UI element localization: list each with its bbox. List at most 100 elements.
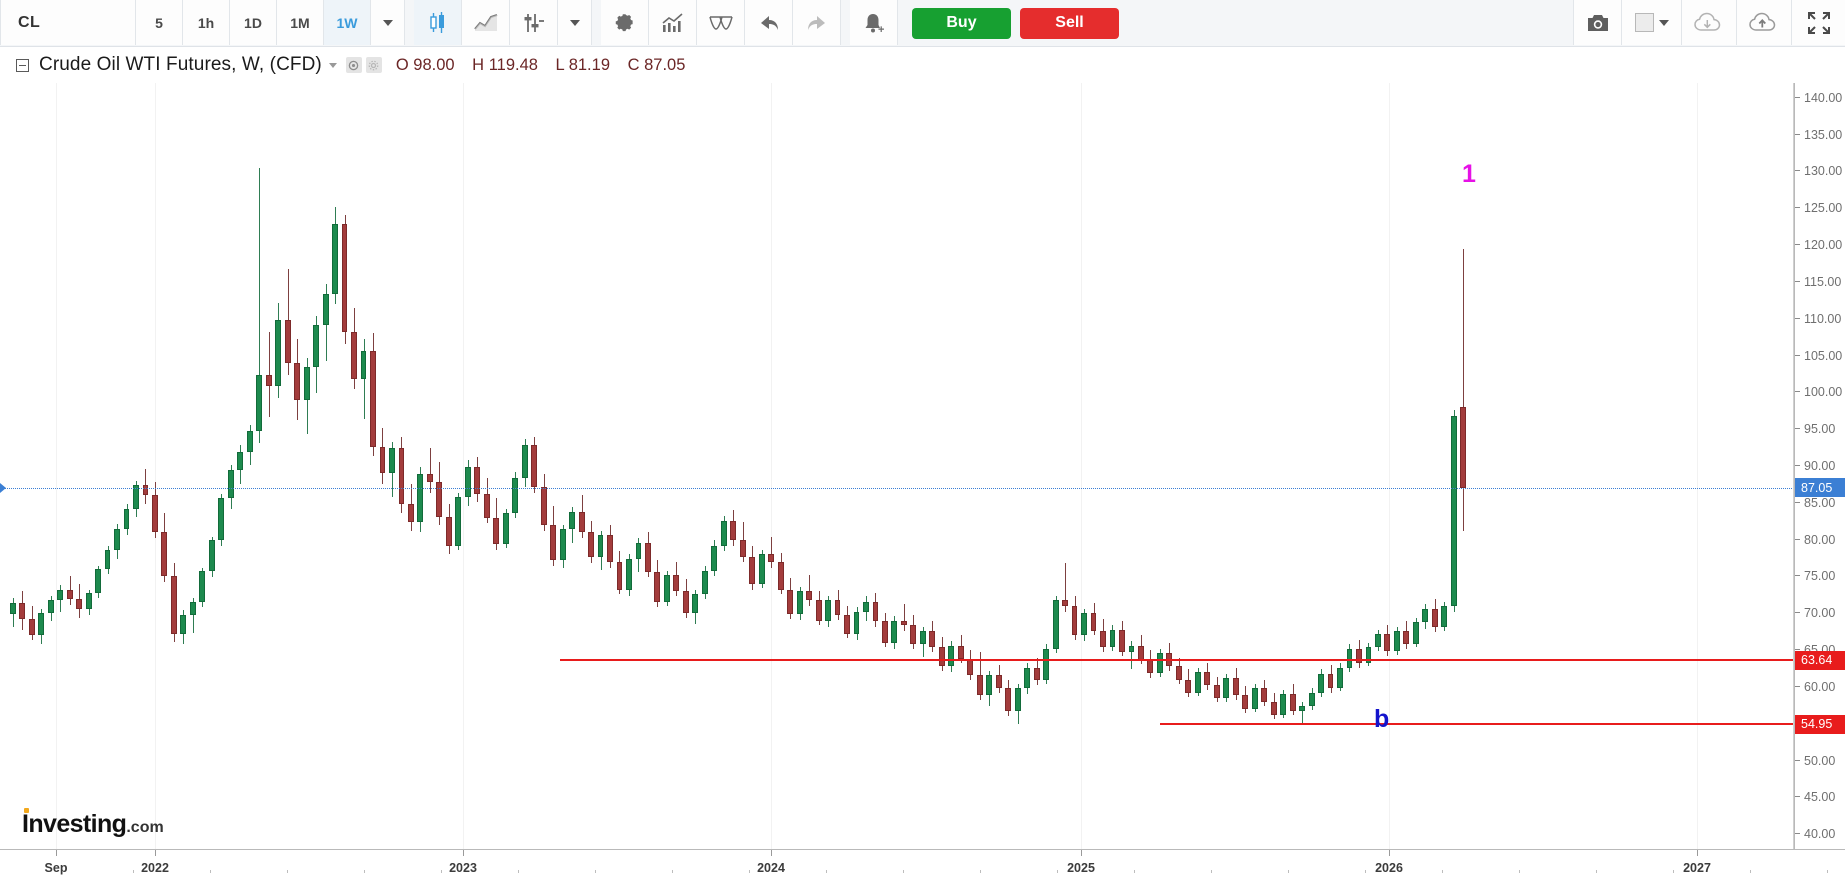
- candle-body: [692, 594, 699, 613]
- candle-body: [1251, 688, 1258, 710]
- support-line[interactable]: [560, 659, 1794, 662]
- wave-annotation-1[interactable]: 1: [1462, 160, 1476, 188]
- candle-wick: [809, 575, 810, 606]
- candle-body: [407, 503, 414, 522]
- price-tick-label: 125.00: [1795, 202, 1842, 214]
- candle-body: [275, 320, 282, 387]
- candle-body: [749, 557, 756, 584]
- cloud-upload-icon: [1749, 12, 1776, 31]
- candle-body: [825, 600, 831, 621]
- indicators-button[interactable]: [510, 0, 558, 45]
- time-minor-tick: [903, 870, 904, 873]
- timeframe-5[interactable]: 5: [136, 0, 183, 45]
- redo-button[interactable]: [793, 0, 841, 45]
- color-picker-button[interactable]: [1621, 0, 1681, 45]
- candle-body: [654, 572, 661, 602]
- timeframe-dropdown-button[interactable]: [371, 0, 405, 45]
- candle-body: [768, 554, 775, 562]
- time-tick-label: 2023: [449, 861, 477, 875]
- price-tick-label: 140.00: [1795, 91, 1842, 104]
- candle-body: [796, 591, 803, 615]
- indicators-dropdown-button[interactable]: [558, 0, 592, 45]
- price-axis[interactable]: 140.00 135.00 130.00 125.00 120.00 115.00 110.…: [1794, 83, 1845, 849]
- camera-icon: [1587, 14, 1608, 31]
- compare-button[interactable]: [697, 0, 745, 45]
- candle-body: [711, 545, 718, 571]
- candle-body: [787, 589, 794, 615]
- sell-button[interactable]: Sell: [1020, 7, 1119, 39]
- symbol-button[interactable]: CL: [0, 0, 136, 45]
- candle-body: [351, 331, 357, 380]
- candle-body: [1005, 688, 1012, 711]
- alert-button[interactable]: +: [850, 0, 898, 45]
- settings-button[interactable]: [601, 0, 649, 45]
- timeframe-1d[interactable]: 1D: [230, 0, 277, 45]
- timeframe-1h[interactable]: 1h: [183, 0, 230, 45]
- candle-body: [550, 524, 557, 561]
- support-price-badge[interactable]: 63.64: [1795, 650, 1845, 670]
- candle-body: [464, 466, 471, 497]
- price-tick-label: 100.00: [1795, 386, 1842, 399]
- candle-body: [417, 474, 424, 522]
- time-tick-mark: [771, 850, 772, 856]
- time-axis[interactable]: Sep 2022 2023 2024 2025 2026 2027: [0, 849, 1845, 885]
- price-tick-label: 120.00: [1795, 239, 1842, 251]
- time-minor-tick: [1750, 870, 1751, 873]
- candle-body: [38, 613, 45, 636]
- candle-body: [559, 529, 566, 561]
- candle-body: [1147, 659, 1154, 673]
- timeframe-1m[interactable]: 1M: [277, 0, 324, 45]
- last-price-badge[interactable]: 87.05: [1795, 478, 1845, 498]
- candle-body: [834, 600, 841, 615]
- candle-body: [607, 535, 613, 562]
- minus-box-icon[interactable]: [16, 58, 29, 72]
- candle-body: [199, 570, 206, 602]
- candle-body: [910, 625, 917, 645]
- time-minor-tick: [1134, 870, 1135, 873]
- candle-body: [1412, 622, 1419, 644]
- vertical-gridline: [1389, 83, 1390, 849]
- candle-body: [265, 374, 272, 387]
- candle-body: [227, 470, 234, 499]
- support-line[interactable]: [1160, 723, 1794, 726]
- analysis-button[interactable]: [649, 0, 697, 45]
- price-tick-label: 60.00: [1795, 681, 1835, 693]
- candle-body: [85, 592, 92, 609]
- candle-body: [777, 561, 784, 590]
- line-chart-button[interactable]: [462, 0, 510, 45]
- toolbar-divider-2: [592, 0, 601, 46]
- time-minor-tick: [672, 870, 673, 873]
- time-minor-tick: [1211, 870, 1212, 873]
- support-price-badge[interactable]: 54.95: [1795, 714, 1845, 734]
- candle-wick: [1463, 248, 1464, 531]
- candle-body: [720, 520, 727, 546]
- snapshot-button[interactable]: [1573, 0, 1621, 45]
- fullscreen-button[interactable]: [1791, 0, 1845, 45]
- candle-body: [28, 619, 35, 636]
- candle-body: [1318, 673, 1324, 693]
- plot-right-border: [1793, 83, 1794, 849]
- candle-body: [1280, 694, 1287, 715]
- buy-button[interactable]: Buy: [912, 7, 1011, 39]
- timeframe-1w[interactable]: 1W: [324, 0, 371, 45]
- save-chart-button[interactable]: [1736, 0, 1791, 45]
- candlestick-chart-button[interactable]: [414, 0, 462, 45]
- candle-body: [1308, 692, 1315, 707]
- candle-body: [1156, 653, 1163, 673]
- undo-button[interactable]: [745, 0, 793, 45]
- load-chart-button[interactable]: [1681, 0, 1736, 45]
- candle-body: [1232, 678, 1239, 696]
- price-tick-label: 90.00: [1795, 460, 1835, 472]
- candle-body: [493, 517, 500, 545]
- candle-body: [123, 508, 130, 529]
- candle-body: [47, 600, 54, 614]
- candle-body: [900, 620, 907, 626]
- gear-icon[interactable]: [365, 57, 382, 73]
- visibility-icon[interactable]: [345, 57, 362, 73]
- candle-body: [445, 516, 452, 546]
- chevron-down-icon[interactable]: [328, 62, 337, 68]
- candle-body: [1033, 667, 1040, 681]
- vertical-gridline: [155, 83, 156, 849]
- wave-annotation-b[interactable]: b: [1374, 705, 1390, 733]
